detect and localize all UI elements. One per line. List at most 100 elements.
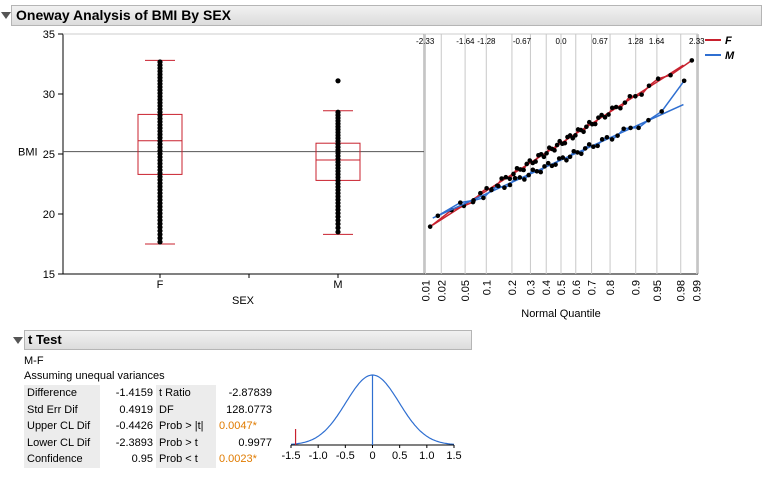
quantile-point [573, 133, 578, 138]
t-tick-label: -1.5 [282, 450, 301, 462]
quantile-point [521, 167, 526, 173]
quantile-top-tick-label: 2.33 [689, 37, 705, 46]
t-tick-label: 0.5 [392, 450, 407, 462]
quantile-bottom-tick-label: 0.4 [541, 280, 553, 295]
quantile-point [549, 163, 555, 169]
y-tick-label: 20 [43, 209, 55, 221]
row-value2-significant: 0.0023* [219, 453, 257, 466]
ttest-note: Assuming unequal variances [24, 370, 165, 382]
quantile-point [659, 109, 664, 114]
row-value2-significant: 0.0047* [219, 420, 257, 433]
t-tick-label: 0 [369, 450, 375, 462]
quantile-point [646, 117, 651, 123]
quantile-point [596, 115, 601, 120]
data-point [335, 221, 341, 227]
row-label: Confidence [24, 451, 100, 468]
row-label2: Prob > t [156, 434, 216, 451]
quantile-point [534, 168, 540, 174]
quantile-point [639, 92, 644, 97]
quantile-point [571, 148, 577, 154]
x-tick-label: M [333, 279, 342, 291]
quantile-bottom-tick-label: 0.05 [460, 280, 472, 301]
row-value: -2.3893 [115, 436, 153, 449]
row-value2: -2.87839 [228, 387, 272, 400]
quantile-point [681, 78, 687, 84]
quantile-point [556, 156, 562, 161]
quantile-point [618, 105, 623, 111]
quantile-point [502, 185, 507, 191]
row-label2: Prob < t [156, 451, 216, 468]
quantile-point [481, 195, 486, 201]
quantile-bottom-tick-label: 0.2 [507, 280, 519, 295]
quantile-top-tick-label: 0.0 [555, 37, 567, 46]
quantile-point [499, 176, 504, 181]
row-value: -0.4426 [115, 420, 153, 433]
quantile-bottom-tick-label: 0.02 [436, 280, 448, 301]
quantile-point [541, 154, 547, 160]
table-row: Difference -1.4159 t Ratio -2.87839 [24, 385, 275, 402]
row-label2: DF [156, 401, 216, 418]
quantile-point [545, 160, 551, 166]
quantile-point [595, 143, 600, 149]
quantile-point [578, 151, 584, 157]
quantile-point [606, 112, 611, 117]
quantile-point [581, 129, 586, 135]
quantile-point [609, 105, 615, 111]
data-point [335, 78, 341, 84]
quantile-point [560, 155, 566, 160]
quantile-point [633, 93, 638, 99]
legend-label-F: F [725, 35, 732, 47]
quantile-point [627, 93, 633, 99]
quantile-point [517, 175, 523, 180]
quantile-point [511, 171, 516, 177]
ttest-title: t Test [28, 332, 62, 347]
quantile-point [562, 140, 568, 146]
table-row: Upper CL Dif -0.4426 Prob > |t| 0.0047* [24, 418, 275, 435]
quantile-point [628, 125, 633, 131]
quantile-bottom-tick-label: 0.3 [525, 280, 537, 295]
quantile-point [591, 144, 596, 150]
quantile-point [554, 142, 560, 148]
row-value: 0.95 [131, 453, 153, 466]
quantile-point [553, 162, 558, 167]
data-point [335, 217, 341, 223]
quantile-point [458, 200, 463, 205]
quantile-top-tick-label: -0.67 [513, 37, 532, 46]
quantile-point [613, 104, 619, 110]
legend-label-M: M [725, 50, 735, 62]
quantile-point [689, 58, 695, 63]
x-tick-label: F [157, 279, 164, 291]
quantile-point [599, 112, 604, 118]
data-point [335, 225, 341, 231]
quantile-point [621, 126, 626, 132]
quantile-point [544, 150, 549, 156]
data-point [157, 239, 163, 245]
y-tick-label: 35 [43, 29, 55, 41]
quantile-point [668, 72, 673, 78]
quantile-point [586, 142, 592, 147]
data-point [157, 228, 163, 234]
row-value: 0.4919 [119, 403, 153, 416]
quantile-top-tick-label: -1.64 [456, 37, 475, 46]
quantile-point [646, 83, 652, 89]
quantile-bottom-tick-label: 0.8 [605, 280, 617, 295]
quantile-bottom-tick-label: 0.6 [571, 280, 583, 295]
quantile-point [538, 169, 544, 175]
quantile-point [542, 164, 547, 169]
quantile-point [636, 125, 641, 131]
quantile-bottom-tick-label: 0.98 [676, 280, 688, 301]
quantile-bottom-tick-label: 0.01 [420, 280, 432, 301]
x-axis-label: SEX [232, 295, 255, 307]
oneway-report-header[interactable]: Oneway Analysis of BMI By SEX [1, 5, 762, 26]
quantile-x-label: Normal Quantile [521, 308, 600, 320]
quantile-point [575, 150, 580, 155]
quantile-point [471, 198, 476, 203]
quantile-point [512, 175, 518, 181]
ttest-outline-header[interactable]: t Test [13, 330, 472, 350]
quantile-point [655, 76, 661, 81]
data-point [157, 59, 163, 65]
row-label: Difference [24, 385, 100, 402]
quantile-point [524, 161, 530, 167]
row-value2: 0.9977 [238, 436, 272, 449]
